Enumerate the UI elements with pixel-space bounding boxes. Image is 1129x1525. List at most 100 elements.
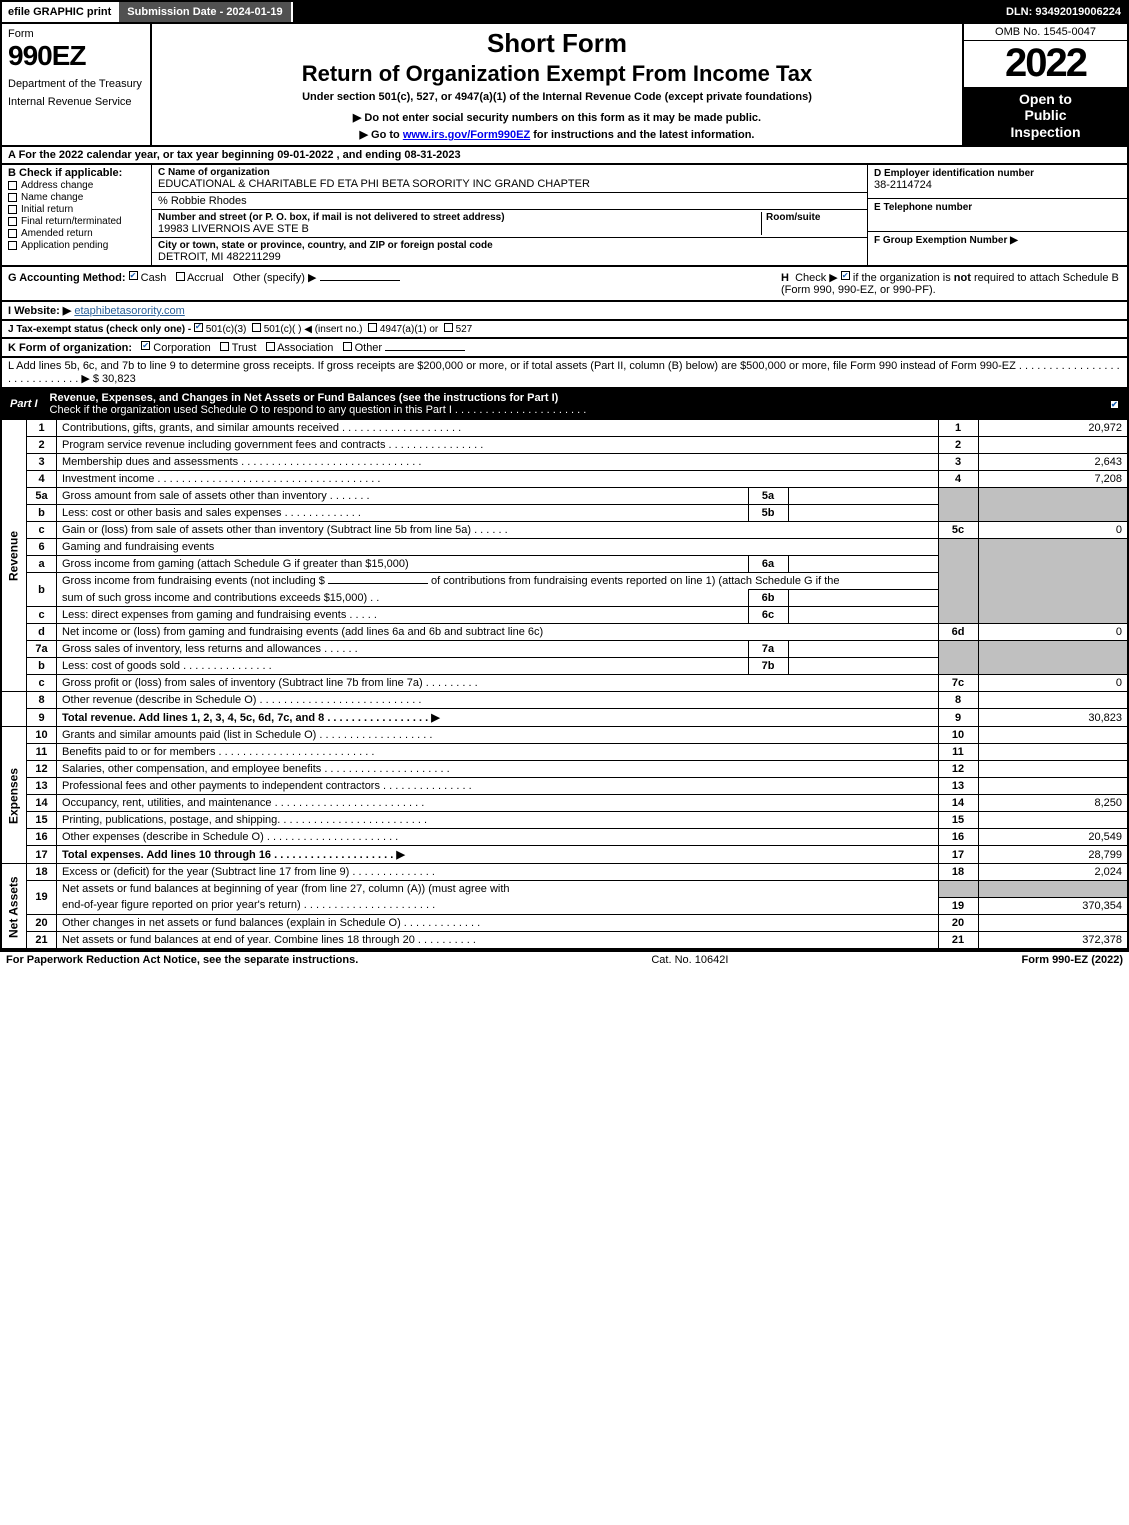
- irs-link[interactable]: www.irs.gov/Form990EZ: [403, 129, 530, 141]
- l7c-desc: Gross profit or (loss) from sales of inv…: [57, 675, 939, 692]
- chk-address[interactable]: [8, 181, 17, 190]
- l16-num: 16: [27, 829, 57, 846]
- netassets-side-label: Net Assets: [1, 864, 27, 949]
- part-i-label: Part I: [10, 398, 38, 410]
- l7c-num: c: [27, 675, 57, 692]
- c-label: C Name of organization: [158, 167, 270, 178]
- l4-amt: 7,208: [978, 471, 1128, 488]
- note-link: ▶ Go to www.irs.gov/Form990EZ for instru…: [160, 128, 954, 141]
- l20-num: 20: [27, 914, 57, 931]
- chk-amended[interactable]: [8, 229, 17, 238]
- chk-cash[interactable]: [129, 271, 138, 280]
- submission-date: Submission Date - 2024-01-19: [117, 2, 292, 22]
- l8-desc: Other revenue (describe in Schedule O) .…: [57, 692, 939, 709]
- l5c-desc: Gain or (loss) from sale of assets other…: [57, 522, 939, 539]
- l-val: 30,823: [102, 373, 136, 385]
- l6a-iamt: [788, 556, 938, 573]
- b-opt-3: Final return/terminated: [21, 216, 122, 227]
- l7b-desc: Less: cost of goods sold . . . . . . . .…: [57, 658, 749, 675]
- info-block: B Check if applicable: Address change Na…: [0, 165, 1129, 267]
- l5c-amt: 0: [978, 522, 1128, 539]
- l7b-iamt: [788, 658, 938, 675]
- l3-amt: 2,643: [978, 454, 1128, 471]
- open1: Open to: [1019, 91, 1072, 107]
- l4-num: 4: [27, 471, 57, 488]
- l7b-ibox: 7b: [748, 658, 788, 675]
- l5a-num: 5a: [27, 488, 57, 505]
- l17-desc: Total expenses. Add lines 10 through 16 …: [57, 846, 939, 864]
- l12-amt: [978, 761, 1128, 778]
- l7c-box: 7c: [938, 675, 978, 692]
- l1-desc: Contributions, gifts, grants, and simila…: [57, 420, 939, 437]
- l15-amt: [978, 812, 1128, 829]
- k-opt-3: Other: [355, 342, 383, 354]
- omb-number: OMB No. 1545-0047: [964, 24, 1127, 41]
- other-org-input[interactable]: [385, 350, 465, 351]
- l3-box: 3: [938, 454, 978, 471]
- chk-501c3[interactable]: [194, 323, 203, 332]
- l9-amt: 30,823: [978, 709, 1128, 727]
- chk-final[interactable]: [8, 217, 17, 226]
- chk-501c[interactable]: [252, 323, 261, 332]
- l6a-ibox: 6a: [748, 556, 788, 573]
- chk-accrual[interactable]: [176, 272, 185, 281]
- efile-label[interactable]: efile GRAPHIC print: [2, 2, 117, 22]
- l7ab-grey: [938, 641, 978, 675]
- chk-527[interactable]: [444, 323, 453, 332]
- chk-assoc[interactable]: [266, 342, 275, 351]
- l2-desc: Program service revenue including govern…: [57, 437, 939, 454]
- l7c-amt: 0: [978, 675, 1128, 692]
- l16-amt: 20,549: [978, 829, 1128, 846]
- l20-box: 20: [938, 914, 978, 931]
- topbar-spacer: [293, 2, 1000, 22]
- l19-amt: 370,354: [978, 897, 1128, 914]
- chk-h[interactable]: [841, 271, 850, 280]
- l1-num: 1: [27, 420, 57, 437]
- chk-corp[interactable]: [141, 341, 150, 350]
- l21-amt: 372,378: [978, 931, 1128, 949]
- l9-d: Total revenue. Add lines 1, 2, 3, 4, 5c,…: [62, 712, 440, 724]
- chk-trust[interactable]: [220, 342, 229, 351]
- chk-part-i[interactable]: [1110, 400, 1119, 409]
- l6d-num: d: [27, 624, 57, 641]
- l8-amt: [978, 692, 1128, 709]
- ein-val: 38-2114724: [874, 179, 932, 191]
- l6c-num: c: [27, 607, 57, 624]
- i-label: I Website: ▶: [8, 305, 71, 317]
- l2-num: 2: [27, 437, 57, 454]
- l21-desc: Net assets or fund balances at end of ye…: [57, 931, 939, 949]
- l11-num: 11: [27, 744, 57, 761]
- l13-desc: Professional fees and other payments to …: [57, 778, 939, 795]
- l6b-desc1: Gross income from fundraising events (no…: [57, 573, 939, 590]
- l2-box: 2: [938, 437, 978, 454]
- l19-num: 19: [27, 881, 57, 915]
- other-specify-input[interactable]: [320, 280, 400, 281]
- footer-right: Form 990-EZ (2022): [1022, 954, 1124, 966]
- l15-box: 15: [938, 812, 978, 829]
- l6-desc: Gaming and fundraising events: [57, 539, 939, 556]
- chk-initial[interactable]: [8, 205, 17, 214]
- l5a-ibox: 5a: [748, 488, 788, 505]
- l6-grey-amt: [978, 539, 1128, 624]
- l11-desc: Benefits paid to or for members . . . . …: [57, 744, 939, 761]
- l6-grey: [938, 539, 978, 624]
- part-i-title: Revenue, Expenses, and Changes in Net As…: [50, 392, 559, 404]
- footer-r-bold: 990-EZ: [1052, 954, 1088, 966]
- part-i-header: Part I Revenue, Expenses, and Changes in…: [0, 389, 1129, 419]
- l19-box: 19: [938, 897, 978, 914]
- g-cash: Cash: [141, 272, 167, 284]
- l5b-ibox: 5b: [748, 505, 788, 522]
- chk-name[interactable]: [8, 193, 17, 202]
- main-title: Return of Organization Exempt From Incom…: [160, 61, 954, 87]
- chk-pending[interactable]: [8, 241, 17, 250]
- l4-box: 4: [938, 471, 978, 488]
- chk-4947[interactable]: [368, 323, 377, 332]
- l10-amt: [978, 727, 1128, 744]
- l10-num: 10: [27, 727, 57, 744]
- website-link[interactable]: etaphibetasorority.com: [74, 305, 184, 317]
- l6b-amount-input[interactable]: [328, 583, 428, 584]
- chk-other-org[interactable]: [343, 342, 352, 351]
- form-number: 990EZ: [8, 40, 144, 72]
- l19-grey-amt: [978, 881, 1128, 898]
- l6d-desc: Net income or (loss) from gaming and fun…: [57, 624, 939, 641]
